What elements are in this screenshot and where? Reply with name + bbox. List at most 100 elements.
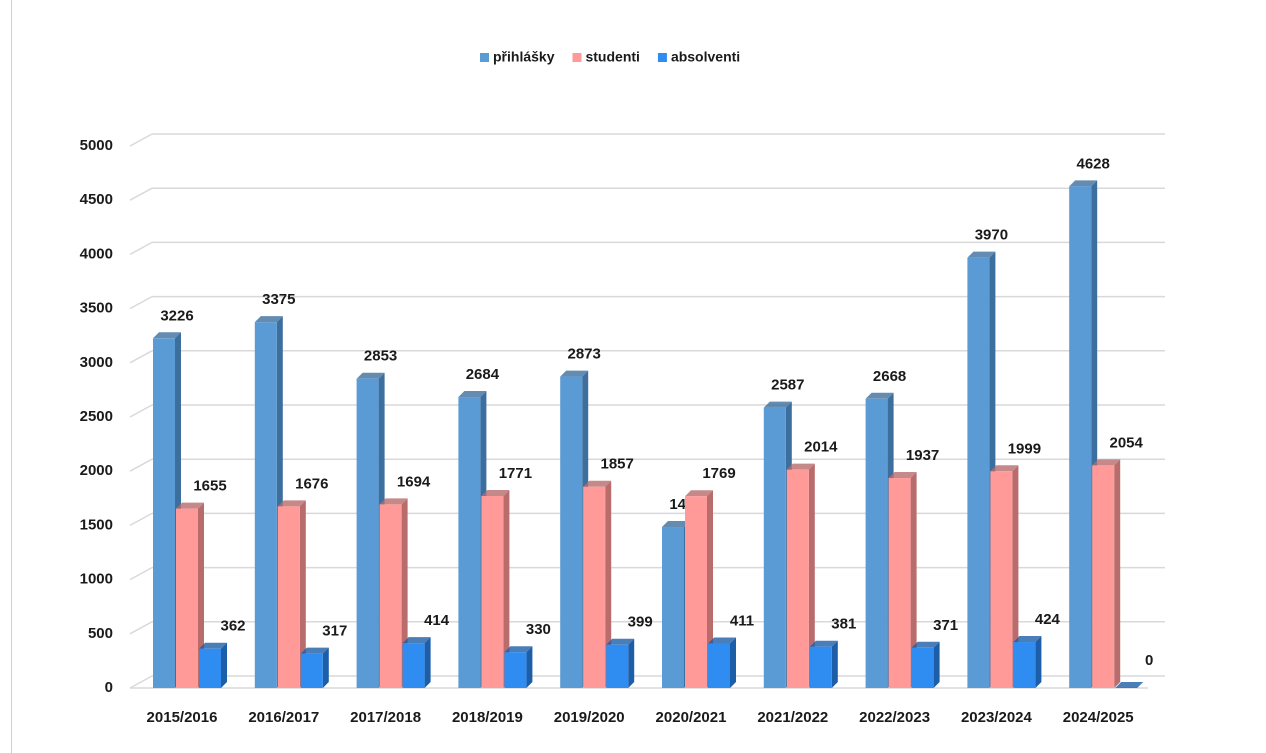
- grid-line-side: [129, 512, 153, 527]
- data-label: 2853: [364, 348, 397, 365]
- bar-top: [1115, 682, 1144, 688]
- x-tick-label: 2024/2025: [1063, 709, 1134, 726]
- bar: [606, 644, 629, 688]
- bar: [708, 643, 730, 688]
- bar: [809, 646, 832, 688]
- legend-swatch: [480, 53, 489, 62]
- data-label: 399: [628, 614, 653, 631]
- bar-top: [254, 316, 283, 323]
- data-label: 1771: [499, 465, 532, 482]
- bar: [967, 257, 990, 688]
- data-label: 330: [526, 621, 551, 638]
- bar: [560, 376, 583, 688]
- bar-side: [730, 637, 736, 688]
- bar: [990, 471, 1013, 688]
- bar-top: [504, 646, 533, 653]
- bar: [356, 378, 379, 688]
- bar: [254, 322, 277, 688]
- y-tick-label: 4000: [80, 245, 113, 262]
- bar: [1092, 465, 1115, 688]
- bar-top: [662, 521, 690, 528]
- grid-line-side: [129, 404, 153, 418]
- data-label: 4628: [1077, 155, 1110, 172]
- data-label: 2014: [804, 439, 838, 456]
- bar-top: [685, 490, 713, 497]
- grid-line-side: [129, 621, 153, 635]
- data-label: 1676: [295, 475, 328, 492]
- bar-top: [402, 637, 431, 644]
- bar-side: [831, 640, 838, 688]
- grid-line-side: [129, 350, 153, 364]
- bar: [685, 496, 707, 688]
- bar-side: [1114, 459, 1121, 688]
- data-label: 1769: [702, 465, 735, 482]
- grid-line-side: [129, 295, 153, 310]
- x-tick-label: 2022/2023: [859, 709, 930, 726]
- data-label: 1655: [193, 478, 226, 495]
- bar-side: [910, 472, 917, 688]
- bar: [865, 398, 888, 688]
- y-tick-label: 3500: [80, 300, 113, 317]
- bar: [199, 648, 221, 688]
- x-tick-label: 2021/2022: [757, 709, 828, 726]
- bar-top: [1092, 459, 1121, 466]
- bar-top: [1069, 180, 1098, 187]
- data-label: 411: [730, 612, 754, 629]
- bar-top: [458, 391, 487, 398]
- grid-line-side: [129, 675, 153, 689]
- bar-side: [198, 502, 204, 688]
- bar-top: [356, 372, 385, 379]
- bar: [153, 338, 175, 688]
- data-label: 2054: [1110, 434, 1144, 451]
- bar: [1013, 642, 1036, 688]
- bar-top: [967, 251, 996, 258]
- bar-side: [1035, 636, 1042, 688]
- bar: [763, 407, 786, 688]
- x-tick-label: 2018/2019: [452, 709, 523, 726]
- data-label: 2684: [466, 366, 500, 383]
- data-label: 424: [1035, 611, 1061, 628]
- legend-label: studenti: [585, 49, 639, 65]
- bar-side: [933, 641, 940, 688]
- y-tick-label: 5000: [80, 137, 113, 154]
- bar-top: [786, 463, 815, 470]
- bar: [402, 643, 425, 688]
- bar-side: [526, 646, 533, 688]
- legend-swatch: [572, 53, 582, 62]
- bar-side: [322, 647, 329, 688]
- bar: [458, 397, 481, 688]
- bar-top: [583, 480, 612, 487]
- bar-top: [560, 370, 589, 377]
- bar-side: [1012, 465, 1019, 688]
- y-tick-label: 500: [88, 625, 113, 642]
- grid-line-side: [129, 566, 153, 581]
- bar-top: [199, 642, 227, 649]
- legend-label: absolventi: [671, 49, 740, 65]
- data-label: 1857: [601, 456, 634, 473]
- grid-line-side: [129, 187, 153, 201]
- grid-line-side: [129, 241, 153, 256]
- data-label: 2873: [568, 346, 601, 363]
- bar-side: [503, 490, 510, 688]
- legend-label: přihlášky: [493, 49, 555, 65]
- x-tick-label: 2017/2018: [350, 709, 421, 726]
- bar: [300, 653, 323, 688]
- data-label: 414: [424, 612, 450, 629]
- y-tick-label: 4500: [80, 191, 113, 208]
- bar: [583, 486, 606, 688]
- y-tick-label: 2500: [80, 408, 113, 425]
- bar-top: [300, 647, 329, 654]
- bar-top: [990, 465, 1019, 472]
- grid-line-side: [129, 458, 153, 472]
- bar: [888, 478, 911, 688]
- bar-top: [379, 498, 408, 505]
- x-tick-label: 2023/2024: [961, 709, 1033, 726]
- bar-side: [808, 463, 815, 688]
- bar-side: [707, 490, 713, 688]
- legend: přihlášky studenti absolventi: [480, 49, 740, 65]
- data-label: 0: [1145, 652, 1153, 669]
- legend-swatch: [657, 53, 667, 62]
- y-tick-label: 1000: [80, 571, 113, 588]
- y-tick-label: 3000: [80, 354, 113, 371]
- bar: [504, 652, 527, 688]
